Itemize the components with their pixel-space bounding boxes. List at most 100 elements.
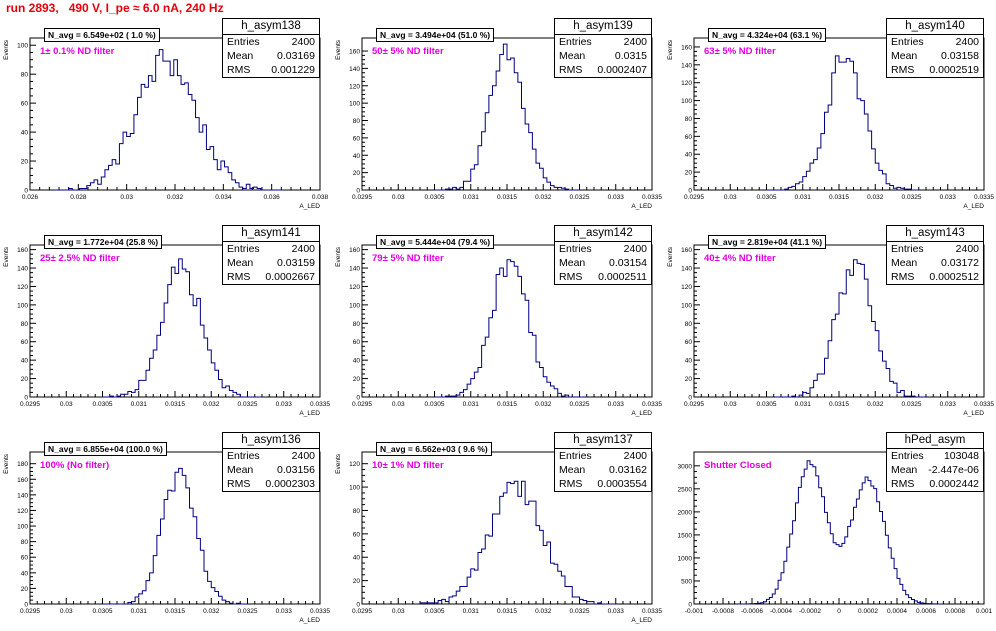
y-tick-label: 80 bbox=[21, 539, 29, 546]
y-tick-label: 140 bbox=[349, 266, 360, 273]
n-avg-label: N_avg = 1.772e+04 (25.8 %) bbox=[44, 235, 163, 249]
stats-row-entries: Entries 2400 bbox=[223, 35, 319, 49]
x-tick-label: 0.0295 bbox=[684, 401, 704, 408]
y-tick-label: 80 bbox=[21, 321, 29, 328]
stats-value: 2400 bbox=[291, 36, 315, 48]
x-tick-label: 0.033 bbox=[608, 194, 625, 201]
y-tick-label: 80 bbox=[21, 72, 29, 79]
histogram-series bbox=[766, 55, 919, 191]
histogram-name: hPed_asym bbox=[887, 433, 983, 449]
stats-value: 2400 bbox=[955, 36, 979, 48]
y-axis-label: Events bbox=[3, 246, 10, 267]
x-tick-label: 0.03 bbox=[724, 401, 737, 408]
x-tick-label: 0.0305 bbox=[757, 194, 777, 201]
stats-box: h_asym143 Entries 2400 Mean 0.03172 RMS 0.0002… bbox=[886, 225, 984, 285]
filter-annotation: 10± 1% ND filter bbox=[372, 460, 444, 471]
stats-label: Entries bbox=[891, 36, 924, 48]
stats-label: Mean bbox=[227, 464, 254, 476]
stats-value: 0.0002407 bbox=[597, 64, 647, 76]
stats-label: Mean bbox=[559, 257, 586, 269]
x-axis-label: A_LED bbox=[963, 410, 984, 417]
histogram-series bbox=[102, 258, 262, 398]
histogram-name: h_asym137 bbox=[555, 433, 651, 449]
stats-value: 0.001229 bbox=[271, 64, 315, 76]
x-tick-label: 0.0315 bbox=[497, 194, 517, 201]
x-axis-label: A_LED bbox=[631, 203, 652, 210]
histogram-panel-h_asym140: 0.0295 0.03 0.0305 0.031 0.0315 0.032 0.0325 0.… bbox=[664, 10, 996, 217]
x-tick-label: 0.0305 bbox=[425, 194, 445, 201]
x-tick-label: 0.03 bbox=[724, 194, 737, 201]
y-tick-label: 80 bbox=[685, 321, 693, 328]
y-tick-label: 160 bbox=[349, 49, 360, 56]
stats-row-rms: RMS 0.0002407 bbox=[555, 63, 651, 77]
x-tick-label: -0.0008 bbox=[712, 608, 734, 615]
x-tick-label: 0.032 bbox=[535, 401, 552, 408]
y-tick-label: 20 bbox=[685, 170, 693, 177]
x-tick-label: 0.0325 bbox=[570, 401, 590, 408]
y-tick-label: 2000 bbox=[678, 509, 693, 516]
stats-label: Entries bbox=[227, 36, 260, 48]
stats-row-rms: RMS 0.0003554 bbox=[555, 477, 651, 491]
stats-label: RMS bbox=[891, 64, 915, 76]
stats-row-rms: RMS 0.001229 bbox=[223, 63, 319, 77]
stats-value: 2400 bbox=[623, 243, 647, 255]
stats-value: 2400 bbox=[955, 243, 979, 255]
histogram-plot: 0.0295 0.03 0.0305 0.031 0.0315 0.032 0.0325 0.… bbox=[667, 244, 994, 417]
x-tick-label: 0.031 bbox=[795, 401, 812, 408]
y-tick-label: 0 bbox=[24, 395, 28, 402]
filter-annotation: 25± 2.5% ND filter bbox=[40, 253, 120, 264]
y-tick-label: 0 bbox=[688, 395, 692, 402]
y-tick-label: 100 bbox=[349, 101, 360, 108]
x-tick-label: 0.0325 bbox=[238, 401, 258, 408]
x-axis-label: A_LED bbox=[299, 410, 320, 417]
x-tick-label: 0.03 bbox=[60, 608, 73, 615]
stats-value: 0.0002511 bbox=[598, 271, 647, 283]
stats-label: Mean bbox=[891, 257, 918, 269]
histogram-panel-h_asym142: 0.0295 0.03 0.0305 0.031 0.0315 0.032 0.0325 0.… bbox=[332, 217, 664, 424]
y-axis-label: Events bbox=[667, 39, 674, 60]
stats-label: Mean bbox=[559, 50, 586, 62]
stats-label: Entries bbox=[891, 243, 924, 255]
histogram-plot: 0.0295 0.03 0.0305 0.031 0.0315 0.032 0.0325 0.… bbox=[335, 244, 662, 417]
y-tick-label: 0 bbox=[356, 188, 360, 195]
stats-box: h_asym136 Entries 2400 Mean 0.03156 RMS 0.0002… bbox=[222, 432, 320, 492]
stats-row-entries: Entries 2400 bbox=[555, 35, 651, 49]
filter-annotation: 1± 0.1% ND filter bbox=[40, 46, 115, 57]
histogram-panel-h_asym138: 0.026 0.028 0.03 0.032 0.034 0.036 0.038 0 20 40 6… bbox=[0, 10, 332, 217]
x-tick-label: 0.03 bbox=[392, 608, 405, 615]
histogram-plot: 0.0295 0.03 0.0305 0.031 0.0315 0.032 0.0325 0.… bbox=[3, 244, 330, 417]
stats-box: h_asym138 Entries 2400 Mean 0.03169 RMS 0.0012… bbox=[222, 18, 320, 78]
stats-label: RMS bbox=[891, 271, 915, 283]
histogram-series bbox=[773, 259, 926, 398]
x-tick-label: 0.031 bbox=[463, 608, 480, 615]
stats-row-entries: Entries 2400 bbox=[223, 449, 319, 463]
stats-value: 2400 bbox=[291, 450, 315, 462]
histogram-panel-h_asym143: 0.0295 0.03 0.0305 0.031 0.0315 0.032 0.0325 0.… bbox=[664, 217, 996, 424]
stats-value: 2400 bbox=[623, 36, 647, 48]
stats-row-entries: Entries 2400 bbox=[887, 35, 983, 49]
n-avg-label: N_avg = 6.549e+02 ( 1.0 %) bbox=[44, 28, 160, 42]
y-axis-label: Events bbox=[3, 39, 10, 60]
stats-row-mean: Mean 0.03154 bbox=[555, 256, 651, 270]
stats-value: 0.0002512 bbox=[929, 271, 979, 283]
stats-value: 0.03172 bbox=[941, 257, 979, 269]
histogram-panel-hPed_asym: -0.001 -0.0008 -0.0006 -0.0004 -0.0002 0 0.000… bbox=[664, 424, 996, 631]
x-tick-label: 0.032 bbox=[867, 194, 884, 201]
y-tick-label: 120 bbox=[349, 83, 360, 90]
stats-row-mean: Mean 0.03162 bbox=[555, 463, 651, 477]
y-tick-label: 0 bbox=[688, 602, 692, 609]
x-axis-label: A_LED bbox=[299, 617, 320, 624]
y-tick-label: 1000 bbox=[678, 555, 693, 562]
histogram-panel-h_asym136: 0.0295 0.03 0.0305 0.031 0.0315 0.032 0.0325 0.… bbox=[0, 424, 332, 631]
x-tick-label: 0.036 bbox=[264, 194, 281, 201]
stats-value: 0.0002667 bbox=[265, 271, 315, 283]
y-tick-label: 100 bbox=[349, 302, 360, 309]
stats-row-mean: Mean 0.03158 bbox=[887, 49, 983, 63]
y-tick-label: 100 bbox=[17, 43, 28, 50]
x-tick-label: 0.038 bbox=[312, 194, 329, 201]
y-tick-label: 40 bbox=[353, 153, 361, 160]
x-tick-label: 0.0004 bbox=[887, 608, 907, 615]
y-tick-label: 160 bbox=[349, 247, 360, 254]
x-tick-label: 0.032 bbox=[535, 194, 552, 201]
filter-annotation: 40± 4% ND filter bbox=[704, 253, 776, 264]
